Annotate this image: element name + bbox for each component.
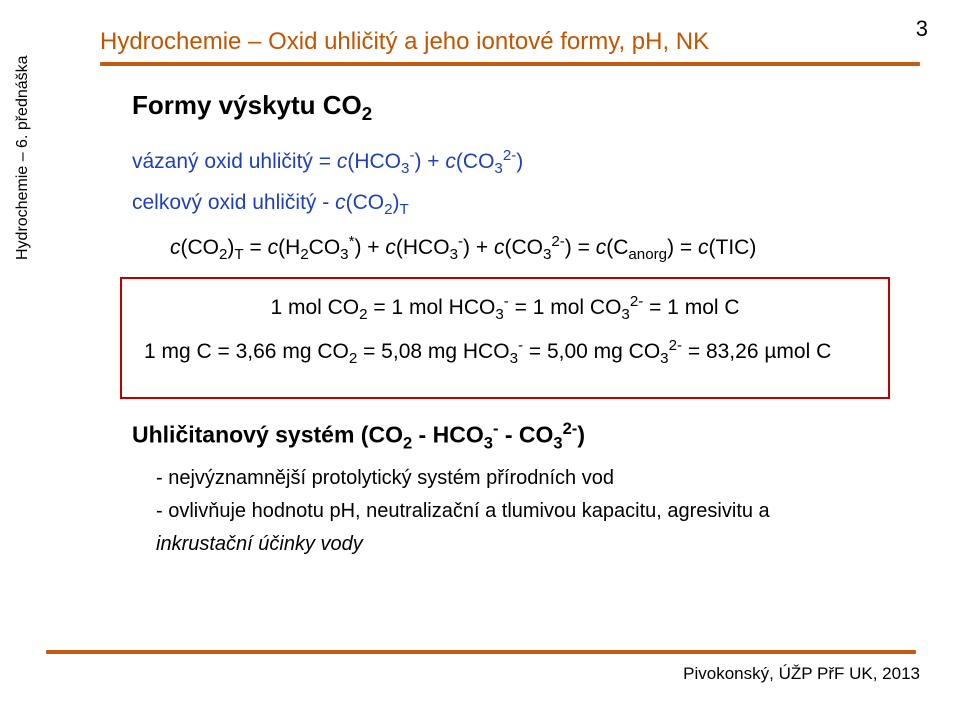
t: ) [577, 422, 585, 448]
t: (C [606, 236, 628, 259]
t: (CO [346, 191, 385, 214]
t: c [337, 150, 348, 173]
t: 3 [450, 246, 458, 263]
t: 3 [621, 306, 629, 323]
title-rule [100, 62, 920, 66]
t: = 5,00 mg CO [523, 340, 660, 363]
eq-main: c(CO2)T = c(H2CO3*) + c(HCO3-) + c(CO32-… [170, 233, 920, 263]
t: c [335, 191, 346, 214]
t: CO [309, 236, 341, 259]
t: = 1 mol C [643, 296, 739, 319]
t: 3 [484, 433, 493, 452]
t: 3 [660, 350, 668, 367]
t: (CO [456, 150, 495, 173]
eq-bound: vázaný oxid uhličitý = c(HCO3-) + c(CO32… [132, 147, 920, 177]
forms-heading-sub: 2 [362, 103, 372, 124]
t: = [244, 236, 268, 259]
t: ) = [667, 236, 698, 259]
t: c [445, 150, 456, 173]
t: T [234, 246, 243, 263]
t: (HCO [347, 150, 401, 173]
molar-box: 1 mol CO2 = 1 mol HCO3- = 1 mol CO32- = … [120, 277, 890, 399]
t: 2- [630, 293, 643, 310]
t: 2 [403, 433, 412, 452]
t: (CO [181, 236, 220, 259]
t: anorg [628, 246, 667, 263]
t: c [385, 236, 396, 259]
t: 3 [340, 246, 348, 263]
t: ) + [463, 236, 494, 259]
t: 2- [503, 147, 516, 164]
t: = 5,08 mg HCO [357, 340, 509, 363]
box-line-2: 1 mg C = 3,66 mg CO2 = 5,08 mg HCO3- = 5… [144, 337, 866, 367]
page-number: 3 [916, 16, 928, 42]
t: = 1 mol HCO [368, 296, 496, 319]
t: 1 mg C = 3,66 mg CO [144, 340, 349, 363]
t: 3 [553, 433, 562, 452]
t: ) + [414, 150, 445, 173]
t: c [494, 236, 505, 259]
forms-heading-text: Formy výskytu CO [132, 90, 362, 120]
t: 2- [551, 233, 564, 250]
t: 2 [349, 350, 357, 367]
t: (CO [504, 236, 543, 259]
t: = 83,26 µmol C [682, 340, 831, 363]
t: - HCO [412, 422, 484, 448]
footer-text: Pivokonský, ÚŽP PřF UK, 2013 [683, 664, 920, 684]
t: ) [516, 150, 523, 173]
slide-title: Hydrochemie – Oxid uhličitý a jeho ionto… [100, 28, 920, 56]
t: (TIC) [709, 236, 757, 259]
slide-page: 3 Hydrochemie – 6. přednáška Hydrochemie… [0, 0, 960, 706]
t: 3 [510, 350, 518, 367]
sidebar-course-label: Hydrochemie – 6. přednáška [14, 55, 32, 260]
eq-total: celkový oxid uhličitý - c(CO2)T [132, 191, 920, 218]
forms-heading: Formy výskytu CO2 [132, 90, 920, 125]
t: 3 [494, 160, 502, 177]
box-line-1: 1 mol CO2 = 1 mol HCO3- = 1 mol CO32- = … [144, 293, 866, 323]
t: 2 [300, 246, 308, 263]
bullet-2b: inkrustační účinky vody [156, 533, 920, 556]
t: 2 [359, 306, 367, 323]
carbonate-system-heading: Uhličitanový systém (CO2 - HCO3- - CO32-… [132, 419, 920, 453]
t: Uhličitanový systém (CO [132, 422, 403, 448]
t: 3 [495, 306, 503, 323]
t: - CO [498, 422, 553, 448]
bullet-2a: - ovlivňuje hodnotu pH, neutralizační a … [132, 500, 920, 523]
footer-rule [46, 650, 916, 654]
t: (H [278, 236, 300, 259]
t: c [698, 236, 709, 259]
t: ) + [354, 236, 385, 259]
t: 2- [669, 337, 682, 354]
t: 1 mol CO [270, 296, 359, 319]
t: c [170, 236, 181, 259]
t: c [596, 236, 607, 259]
t: = 1 mol CO [509, 296, 622, 319]
t: ) = [565, 236, 596, 259]
slide-body: Formy výskytu CO2 vázaný oxid uhličitý =… [132, 90, 920, 556]
t: 2- [563, 419, 578, 438]
t: (HCO [396, 236, 450, 259]
t: vázaný oxid uhličitý = [132, 150, 337, 173]
bullet-1: - nejvýznamnější protolytický systém pří… [132, 467, 920, 490]
t: c [268, 236, 279, 259]
t: celkový oxid uhličitý - [132, 191, 335, 214]
t: T [399, 202, 408, 219]
